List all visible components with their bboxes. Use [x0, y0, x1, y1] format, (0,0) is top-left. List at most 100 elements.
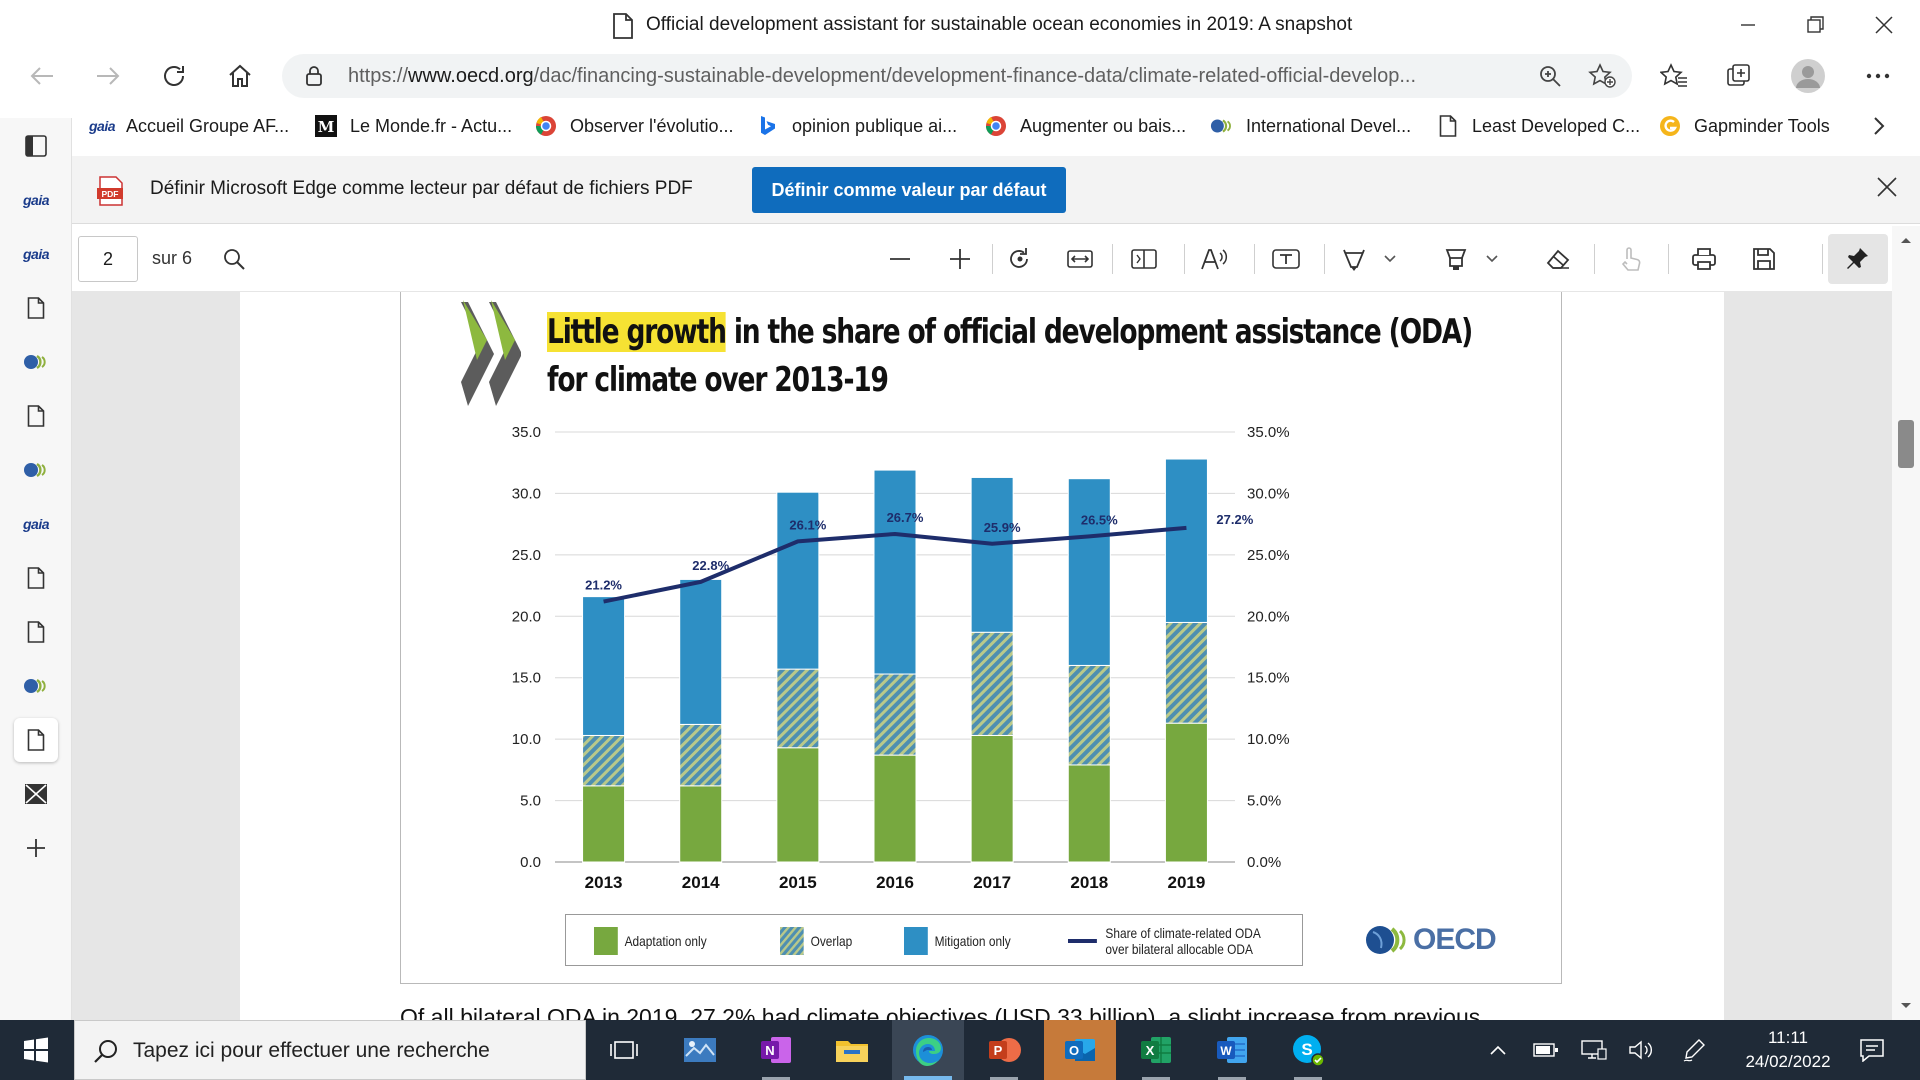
scroll-up-icon[interactable]	[1900, 236, 1912, 244]
taskbar-app-excel[interactable]: X	[1120, 1020, 1192, 1080]
window-title: Official development assistant for susta…	[646, 14, 1353, 35]
favorite-item[interactable]: Observer l'évolutio...	[534, 112, 734, 140]
sidebar-tab-page[interactable]	[14, 394, 58, 438]
powerpoint-icon: P	[989, 1038, 1021, 1062]
document-icon	[612, 13, 634, 44]
touch-write-icon[interactable]	[1610, 240, 1650, 278]
page-icon	[27, 729, 45, 751]
draw-options-chevron-down-icon[interactable]	[1370, 240, 1410, 278]
save-icon[interactable]	[1744, 240, 1784, 278]
taskbar-app-photos[interactable]	[664, 1020, 736, 1080]
taskbar-app-powerpoint[interactable]: P	[968, 1020, 1040, 1080]
taskbar-app-file-explorer[interactable]	[816, 1020, 888, 1080]
oecd-logo: OECD	[1365, 920, 1497, 960]
favorite-item[interactable]: Augmenter ou bais...	[984, 112, 1186, 140]
bar-adaptation	[873, 754, 917, 863]
add-favorite-icon[interactable]	[1588, 63, 1616, 94]
profile-avatar[interactable]	[1786, 56, 1830, 96]
new-tab-button[interactable]	[14, 826, 58, 870]
task-view-icon[interactable]	[588, 1020, 660, 1080]
home-button[interactable]	[218, 56, 262, 96]
print-icon[interactable]	[1684, 240, 1724, 278]
favorite-item[interactable]: gaia Accueil Groupe AF...	[89, 112, 289, 140]
zoom-in-icon[interactable]	[940, 240, 980, 278]
close-window-button[interactable]	[1850, 0, 1918, 50]
toolbar-divider	[1822, 244, 1823, 274]
more-menu-icon[interactable]	[1856, 56, 1900, 96]
page-view-icon[interactable]	[1124, 240, 1164, 278]
highlight-options-chevron-down-icon[interactable]	[1472, 240, 1512, 278]
favorite-item[interactable]: International Devel...	[1210, 112, 1411, 140]
read-aloud-icon[interactable]	[1194, 240, 1234, 278]
scroll-down-icon[interactable]	[1900, 1002, 1912, 1010]
system-clock[interactable]: 11:11 24/02/2022	[1745, 1028, 1831, 1071]
page-number-input[interactable]: 2	[78, 236, 138, 282]
volume-icon[interactable]	[1618, 1020, 1666, 1080]
taskbar-app-onenote[interactable]: N	[740, 1020, 812, 1080]
lock-icon[interactable]	[304, 65, 324, 92]
favorite-item[interactable]: Gapminder Tools	[1658, 112, 1830, 140]
sidebar-tab-oecd[interactable]	[14, 448, 58, 492]
y-right-tick-label: 20.0%	[1247, 608, 1290, 625]
sidebar-tab-oecd[interactable]	[14, 340, 58, 384]
favorites-overflow-chevron-icon[interactable]	[1872, 112, 1886, 140]
taskbar-app-edge[interactable]	[892, 1020, 964, 1080]
find-icon[interactable]	[214, 240, 254, 278]
sidebar-tab-page[interactable]	[14, 556, 58, 600]
taskbar-app-outlook[interactable]: O	[1044, 1020, 1116, 1080]
favorite-item[interactable]: Least Developed C...	[1436, 112, 1640, 140]
highlight-icon[interactable]	[1436, 240, 1476, 278]
bar-mitigation	[679, 578, 723, 725]
set-default-button[interactable]: Définir comme valeur par défaut	[752, 167, 1066, 213]
pen-workspace-icon[interactable]	[1670, 1020, 1718, 1080]
show-hidden-icons-chevron-up-icon[interactable]	[1474, 1020, 1522, 1080]
minimize-button[interactable]	[1714, 0, 1782, 50]
tab-actions-icon[interactable]	[14, 124, 58, 168]
back-button[interactable]	[20, 56, 64, 96]
pdf-document-viewport[interactable]: Little growth in the share of official d…	[72, 292, 1892, 1020]
url-text[interactable]: https://www.oecd.org/dac/financing-susta…	[348, 65, 1417, 87]
page-icon	[27, 567, 45, 589]
refresh-button[interactable]	[152, 56, 196, 96]
fit-width-icon[interactable]	[1060, 240, 1100, 278]
x-tick-label: 2017	[973, 873, 1011, 892]
close-banner-icon[interactable]	[1876, 176, 1898, 203]
sidebar-tab-oecd[interactable]	[14, 664, 58, 708]
svg-text:PDF: PDF	[102, 189, 119, 199]
favorite-item[interactable]: opinion publique ai...	[756, 112, 957, 140]
restore-button[interactable]	[1782, 0, 1850, 50]
sidebar-tab-gaia[interactable]: gaia	[14, 178, 58, 222]
favorites-icon[interactable]	[1652, 56, 1696, 96]
sidebar-tab-page[interactable]	[14, 286, 58, 330]
chart-title-line2: for climate over 2013-19	[547, 360, 889, 400]
sidebar-tab-active-pdf[interactable]	[14, 718, 58, 762]
collections-icon[interactable]	[1718, 56, 1762, 96]
sidebar-tab-mail[interactable]	[14, 772, 58, 816]
eraser-icon[interactable]	[1538, 240, 1578, 278]
forward-button[interactable]	[86, 56, 130, 96]
draw-icon[interactable]	[1334, 240, 1374, 278]
vertical-scrollbar[interactable]	[1892, 226, 1920, 1020]
taskbar-app-skype[interactable]: S	[1272, 1020, 1344, 1080]
sidebar-tab-page[interactable]	[14, 610, 58, 654]
line-data-label: 26.7%	[887, 510, 924, 525]
network-icon[interactable]	[1570, 1020, 1618, 1080]
notifications-icon[interactable]	[1846, 1020, 1898, 1080]
globe-icon	[24, 678, 46, 694]
pin-toolbar-icon[interactable]	[1828, 234, 1888, 284]
sidebar-tab-gaia[interactable]: gaia	[14, 502, 58, 546]
battery-icon[interactable]	[1522, 1020, 1570, 1080]
zoom-out-icon[interactable]	[880, 240, 920, 278]
sidebar-tab-gaia[interactable]: gaia	[14, 232, 58, 276]
zoom-icon[interactable]	[1538, 64, 1562, 93]
taskbar-search-box[interactable]: Tapez ici pour effectuer une recherche	[74, 1020, 586, 1080]
taskbar-app-word[interactable]: W	[1196, 1020, 1268, 1080]
rotate-icon[interactable]	[1000, 240, 1040, 278]
start-button[interactable]	[0, 1020, 72, 1080]
favorite-item[interactable]: M Le Monde.fr - Actu...	[314, 112, 512, 140]
legend-item-adaptation: Adaptation only	[594, 927, 707, 955]
add-text-icon[interactable]	[1266, 240, 1306, 278]
scrollbar-thumb[interactable]	[1898, 420, 1914, 468]
address-bar[interactable]: https://www.oecd.org/dac/financing-susta…	[282, 54, 1632, 98]
